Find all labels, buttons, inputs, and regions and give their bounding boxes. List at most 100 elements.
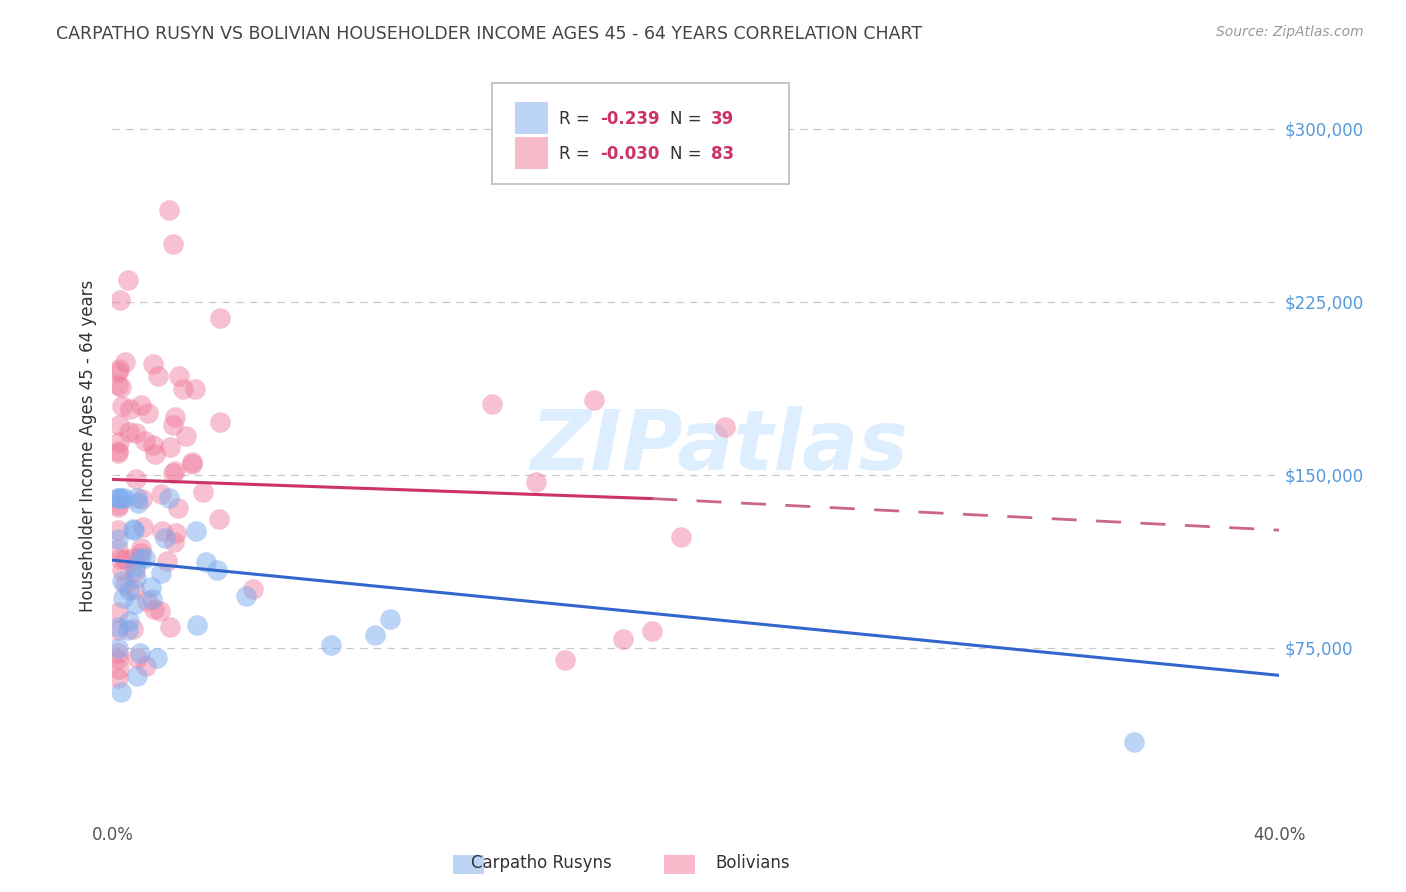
Point [141, 592, 163, 607]
Point [149, 604, 172, 618]
Point [136, 594, 159, 608]
Point [114, 577, 136, 591]
Point [150, 566, 173, 580]
Point [150, 524, 173, 539]
Point [524, 475, 547, 489]
Point [107, 624, 129, 638]
Point [108, 435, 131, 450]
Point [169, 369, 191, 384]
Point [156, 554, 179, 568]
Point [107, 532, 129, 546]
Point [235, 589, 257, 603]
Text: -0.030: -0.030 [600, 145, 659, 162]
Point [125, 491, 148, 505]
Point [107, 500, 129, 514]
Point [108, 293, 131, 307]
Point [129, 546, 152, 560]
Text: N =: N = [671, 110, 707, 128]
FancyBboxPatch shape [492, 83, 789, 184]
Text: R =: R = [560, 145, 595, 162]
Point [141, 580, 163, 594]
Point [107, 523, 129, 537]
Point [146, 651, 169, 665]
Text: Carpatho Rusyns: Carpatho Rusyns [471, 855, 612, 872]
Point [107, 672, 129, 686]
Point [129, 551, 152, 566]
Point [1122, 735, 1144, 749]
Point [195, 555, 218, 569]
Point [162, 534, 184, 549]
Point [107, 605, 129, 619]
Point [125, 571, 148, 585]
Point [107, 443, 129, 458]
Point [110, 380, 132, 394]
Point [242, 582, 264, 596]
Point [107, 377, 129, 392]
Point [142, 602, 165, 616]
Point [125, 425, 148, 440]
Point [125, 650, 148, 665]
Point [149, 487, 172, 501]
Point [157, 202, 180, 217]
Point [117, 623, 139, 637]
Point [118, 402, 141, 417]
Y-axis label: Householder Income Ages 45 - 64 years: Householder Income Ages 45 - 64 years [79, 280, 97, 612]
Point [172, 382, 194, 396]
Point [118, 425, 141, 439]
Point [112, 591, 135, 606]
Point [612, 632, 634, 647]
Point [163, 410, 186, 425]
Text: 39: 39 [711, 110, 734, 128]
Point [107, 365, 129, 379]
Point [378, 612, 401, 626]
Point [162, 467, 184, 481]
Point [110, 685, 132, 699]
Point [107, 646, 129, 660]
Point [111, 400, 134, 414]
Point [122, 523, 145, 537]
Text: CARPATHO RUSYN VS BOLIVIAN HOUSEHOLDER INCOME AGES 45 - 64 YEARS CORRELATION CHA: CARPATHO RUSYN VS BOLIVIAN HOUSEHOLDER I… [56, 25, 922, 43]
Point [180, 455, 202, 469]
Point [186, 524, 208, 538]
Point [321, 638, 343, 652]
Point [582, 393, 605, 408]
Point [107, 662, 129, 676]
Point [209, 310, 232, 325]
Point [146, 369, 169, 384]
Point [108, 551, 131, 566]
Point [554, 653, 576, 667]
Point [111, 574, 134, 588]
Point [174, 429, 197, 443]
Point [118, 615, 141, 629]
Point [124, 560, 146, 574]
Point [132, 520, 155, 534]
Point [117, 273, 139, 287]
Point [714, 420, 737, 434]
Point [208, 415, 231, 429]
Point [127, 496, 149, 510]
Text: ZIPatlas: ZIPatlas [530, 406, 908, 486]
Point [155, 531, 177, 545]
Point [159, 440, 181, 454]
Point [184, 382, 207, 396]
Point [207, 512, 229, 526]
Point [128, 646, 150, 660]
Point [107, 541, 129, 556]
Point [166, 501, 188, 516]
Point [107, 640, 129, 655]
Point [364, 628, 387, 642]
Point [114, 355, 136, 369]
Bar [515, 137, 548, 169]
Point [122, 622, 145, 636]
Point [131, 541, 153, 555]
Point [163, 464, 186, 478]
Point [162, 418, 184, 433]
Point [122, 582, 145, 596]
Point [107, 619, 129, 633]
Bar [664, 855, 695, 874]
Point [143, 447, 166, 461]
Point [124, 565, 146, 579]
Point [124, 597, 146, 611]
Point [162, 237, 184, 252]
Point [125, 668, 148, 682]
